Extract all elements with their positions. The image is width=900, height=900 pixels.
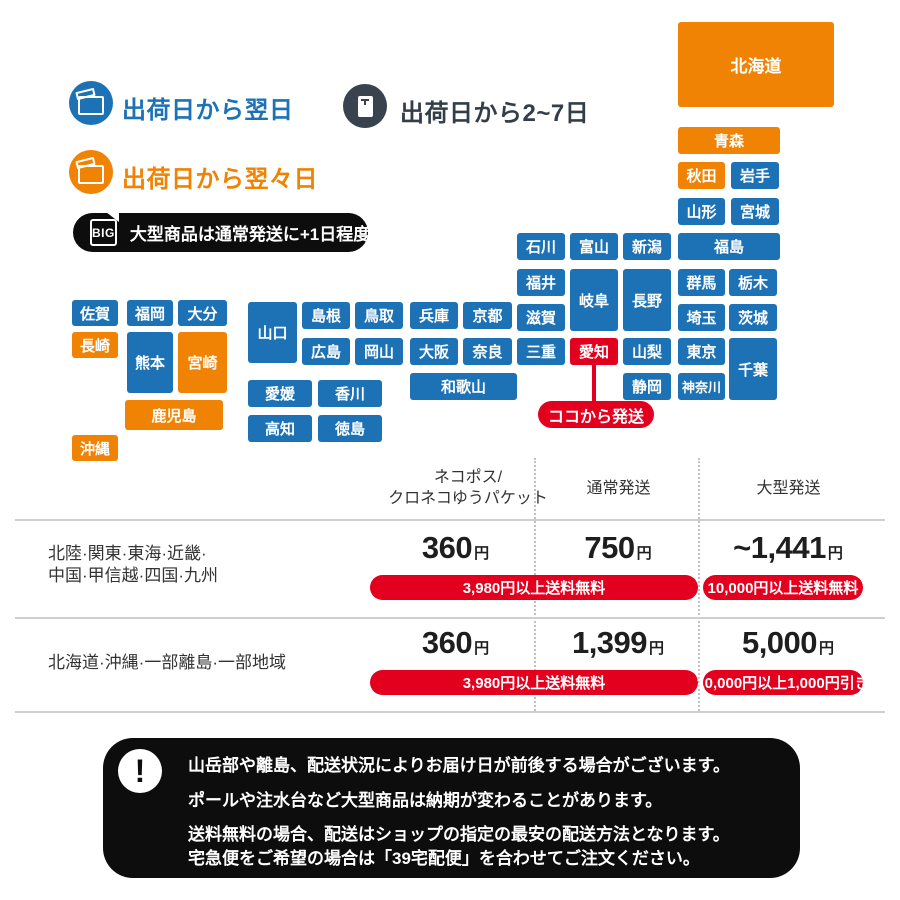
prefecture-box: 栃木 [729,269,777,296]
legend-next-day-label: 出荷日から翌日 [122,97,294,124]
prefecture-box: 秋田 [678,162,725,189]
prefecture-box: 宮崎 [178,332,227,393]
price-normal-remote: 1,399 円 [571,625,665,660]
prefecture-box: 福岡 [127,300,173,326]
prefecture-box: 香川 [318,380,382,407]
price-large-remote: 5,000 円 [741,625,835,660]
prefecture-box: 兵庫 [410,302,458,329]
price-nekopos-remote: 360 円 [421,625,490,660]
prefecture-box: 愛知 [570,338,618,365]
prefecture-box: 岐阜 [570,269,618,331]
prefecture-box: 宮城 [731,198,779,225]
ship-from-badge: ココから発送 [538,401,654,428]
region-label-mainland: 北陸·関東·東海·近畿· 中国·甲信越·四国·九州 [48,544,218,585]
prefecture-box: 和歌山 [410,373,517,400]
prefecture-box: 沖縄 [72,435,118,461]
table-divider [15,617,885,619]
prefecture-box: 千葉 [729,338,777,400]
table-divider [15,711,885,713]
promo-free-shipping-badge: 3,980円以上送料無料 [370,670,698,695]
column-header-large: 大型発送 [756,480,821,497]
prefecture-box: 静岡 [623,373,671,400]
notice-box: ! 山岳部や離島、配送状況によりお届け日が前後する場合がございます。 ポールや注… [103,738,800,878]
column-header-nekopos: ネコポス/ クロネコゆうパケット [388,469,548,507]
prefecture-box: 北海道 [678,22,834,107]
prefecture-box: 高知 [248,415,312,442]
prefecture-box: 岩手 [731,162,779,189]
prefecture-box: 山形 [678,198,725,225]
prefecture-box: 青森 [678,127,780,154]
prefecture-box: 大分 [178,300,227,326]
prefecture-box: 大阪 [410,338,458,365]
envelope-icon [343,84,387,128]
prefecture-box: 熊本 [127,332,173,393]
exclamation-icon: ! [118,749,162,793]
notice-line: 山岳部や離島、配送状況によりお届け日が前後する場合がございます。 [188,756,730,775]
table-divider [15,519,885,521]
notice-line: ポールや注水台など大型商品は納期が変わることがあります。 [188,791,663,810]
prefecture-box: 神奈川 [678,373,725,400]
prefecture-box: 福島 [678,233,780,260]
notice-line: 送料無料の場合、配送はショップの指定の最安の配送方法となります。 [188,825,730,844]
prefecture-box: 茨城 [729,304,777,331]
prefecture-box: 京都 [463,302,512,329]
big-icon-label: BIG [92,225,115,240]
notice-line: 宅急便をご希望の場合は「39宅配便」を合わせてご注文ください。 [188,849,700,868]
big-item-note-badge: BIG 大型商品は通常発送に+1日程度 [73,212,371,252]
prefecture-box: 長野 [623,269,671,331]
prefecture-box: 滋賀 [517,304,565,331]
prefecture-box: 石川 [517,233,565,260]
legend-2-7-days-label: 出荷日から2~7日 [400,100,590,127]
prefecture-box: 島根 [302,302,350,329]
big-note-text: 大型商品は通常発送に+1日程度 [129,225,371,244]
prefecture-box: 鹿児島 [125,400,223,430]
price-normal-mainland: 750 円 [584,530,652,565]
prefecture-box: 福井 [517,269,565,296]
big-box-icon: BIG [90,212,119,246]
region-label-hokkaido-okinawa: 北海道·沖縄·一部離島·一部地域 [48,653,286,672]
prefecture-box: 奈良 [463,338,512,365]
prefecture-box: 鳥取 [355,302,403,329]
box-icon [69,81,113,125]
prefecture-box: 新潟 [623,233,671,260]
prefecture-box: 佐賀 [72,300,118,326]
table-column-separator [698,458,700,711]
price-nekopos-mainland: 360 円 [421,530,490,565]
promo-large-free-shipping-badge: 10,000円以上送料無料 [703,575,863,600]
notice-text: 山岳部や離島、配送状況によりお届け日が前後する場合がございます。 ポールや注水台… [188,745,786,868]
prefecture-box: 長崎 [72,332,118,358]
prefecture-box: 富山 [570,233,618,260]
prefecture-box: 埼玉 [678,304,725,331]
prefecture-box: 三重 [517,338,565,365]
column-header-normal: 通常発送 [586,480,651,497]
ship-from-connector-line [592,365,596,403]
prefecture-box: 東京 [678,338,725,365]
prefecture-box: 愛媛 [248,380,312,407]
price-large-mainland: ~1,441 円 [733,530,843,565]
prefecture-box: 群馬 [678,269,725,296]
legend-day-after-next-label: 出荷日から翌々日 [122,166,318,193]
prefecture-box: 徳島 [318,415,382,442]
prefecture-box: 岡山 [355,338,403,365]
promo-large-discount-badge: 10,000円以上1,000円引き [696,670,870,695]
prefecture-box: 山梨 [623,338,671,365]
box-icon [69,150,113,194]
promo-free-shipping-badge: 3,980円以上送料無料 [370,575,698,600]
prefecture-box: 山口 [248,302,297,363]
prefecture-box: 広島 [302,338,350,365]
